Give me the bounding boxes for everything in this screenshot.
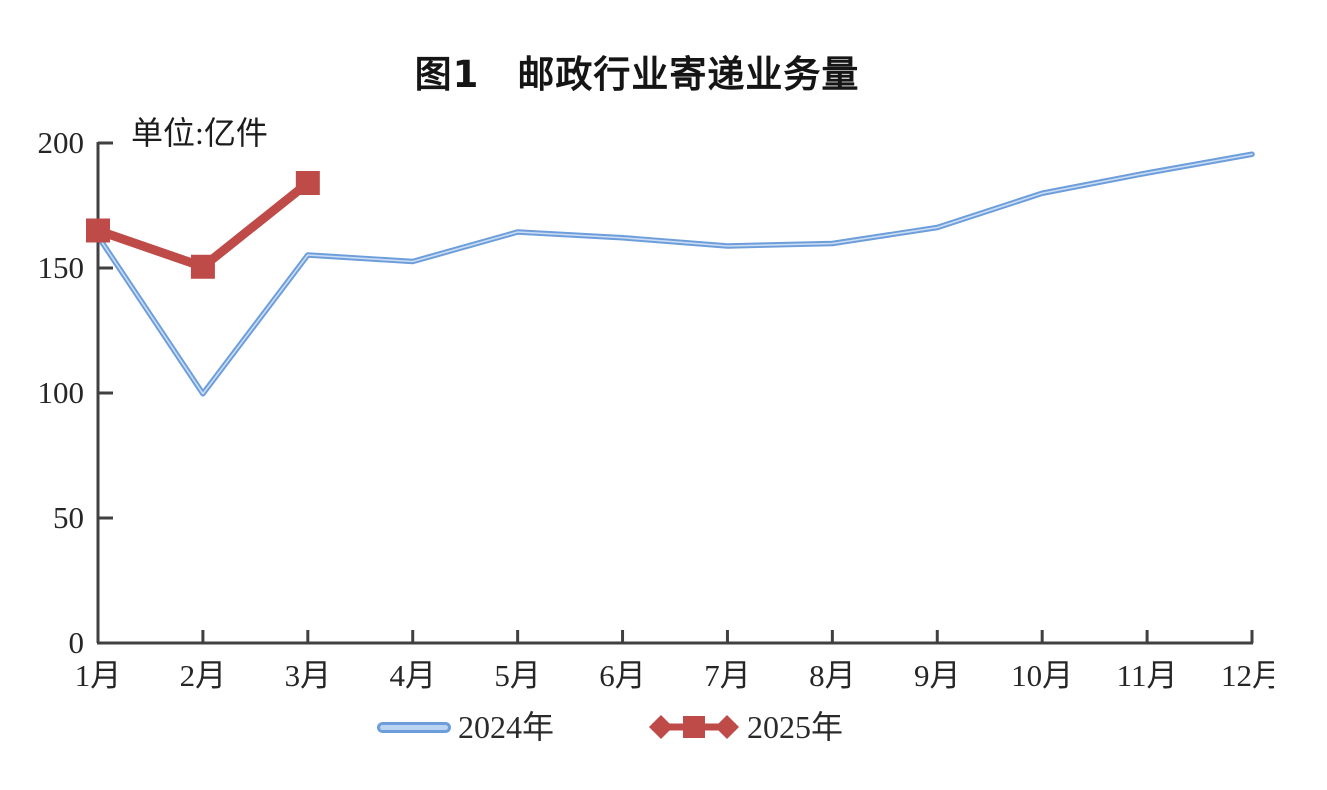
legend-marker-swatch-icon [649, 715, 740, 739]
x-axis-tick-label: 3月 [284, 658, 332, 693]
unit-label: 单位:亿件 [131, 115, 268, 151]
x-axis-tick-label: 6月 [599, 658, 646, 693]
legend-item-2024: 2024年 [377, 710, 554, 744]
x-axis-tick-label: 8月 [809, 658, 856, 693]
x-axis-tick-label: 11月 [1116, 658, 1178, 693]
legend: 2024年 2025年 [377, 710, 843, 744]
series-marker-2025 [295, 171, 320, 195]
y-axis-tick-label: 200 [37, 125, 85, 160]
series-marker-2025 [190, 254, 215, 279]
x-axis-tick-label: 5月 [494, 658, 541, 693]
legend-item-2025: 2025年 [648, 710, 843, 744]
x-axis-tick-label: 10月 [1011, 658, 1074, 693]
series-line-2025 [93, 178, 313, 272]
y-axis-tick-label: 150 [37, 250, 85, 285]
x-axis-tick-label: 12月 [1221, 658, 1274, 693]
legend-line-swatch-icon [377, 721, 451, 733]
plot-area [86, 141, 1255, 645]
y-axis-tick-label: 100 [37, 375, 85, 410]
y-axis-tick-label: 0 [68, 625, 85, 660]
x-axis-tick-label: 7月 [704, 658, 751, 693]
chart-clip-area: 图1 邮政行业寄递业务量 单位:亿件 0 50 100 150 200 1月 2月 3月 4月… [37, 53, 1275, 744]
series-marker-2025 [86, 218, 110, 243]
legend-label-2024: 2024年 [458, 709, 555, 745]
y-axis-tick-label: 50 [53, 500, 84, 535]
series-line-2024 [95, 151, 1255, 397]
x-axis-tick-label: 1月 [74, 658, 122, 693]
x-axis-tick-label: 4月 [389, 658, 436, 693]
chart-title: 图1 邮政行业寄递业务量 [414, 53, 860, 96]
legend-label-2025: 2025年 [747, 709, 844, 745]
x-axis-tick-label: 9月 [914, 658, 961, 693]
series-line-2024-highlight [97, 153, 1253, 395]
x-axis-tick-label: 2月 [179, 658, 227, 693]
